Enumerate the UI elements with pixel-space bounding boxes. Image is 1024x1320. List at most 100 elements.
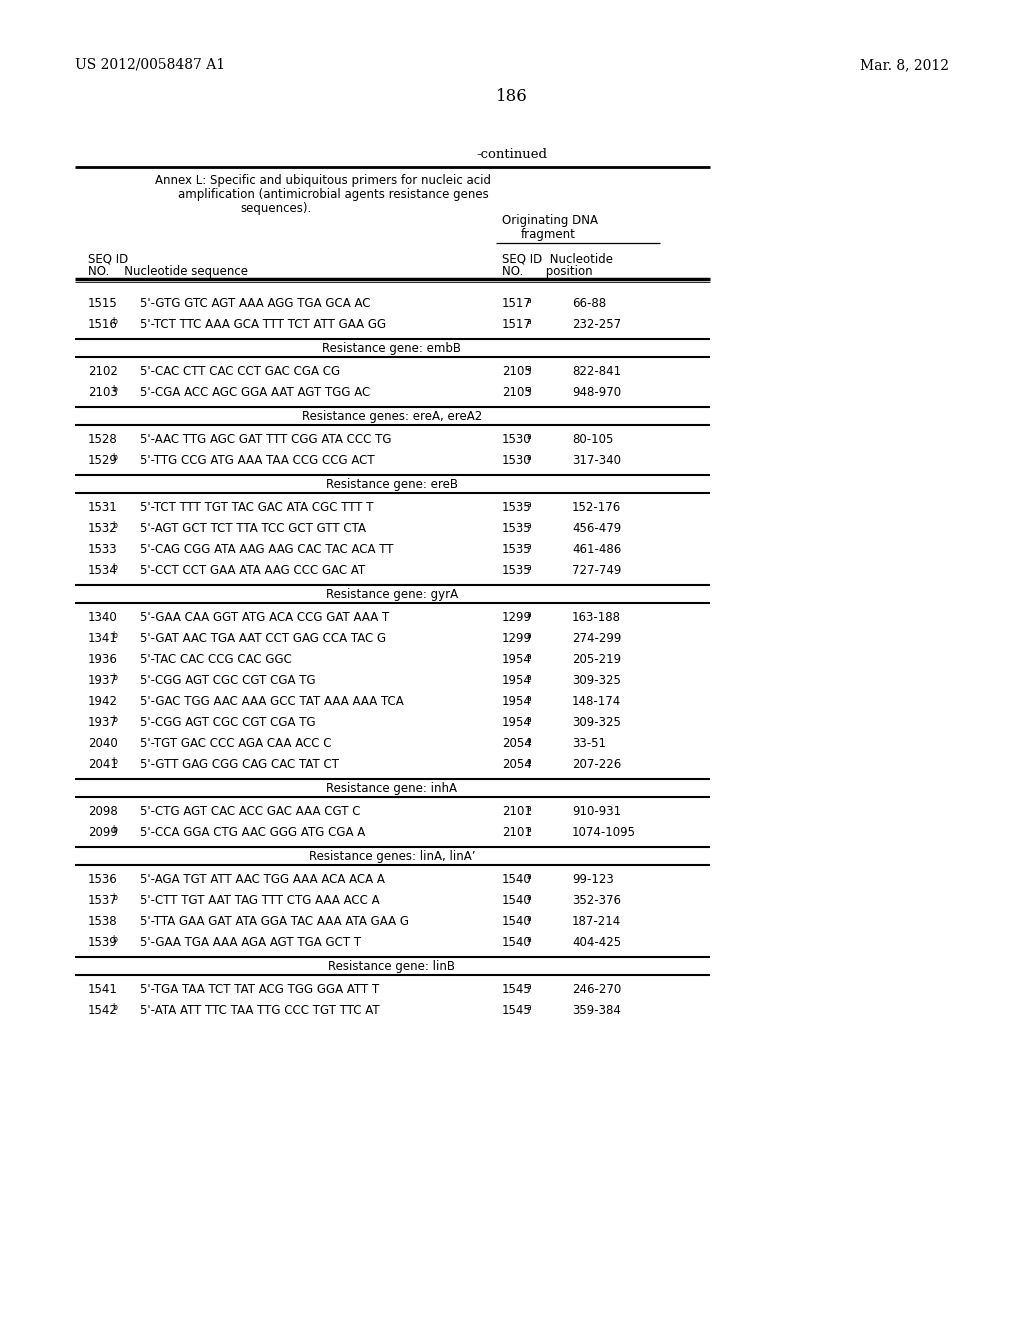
Text: 5'-AGT GCT TCT TTA TCC GCT GTT CTA: 5'-AGT GCT TCT TTA TCC GCT GTT CTA [140,521,366,535]
Text: 1545: 1545 [502,983,531,997]
Text: 1531: 1531 [88,502,118,513]
Text: 1540: 1540 [502,915,531,928]
Text: 5'-TGA TAA TCT TAT ACG TGG GGA ATT T: 5'-TGA TAA TCT TAT ACG TGG GGA ATT T [140,983,379,997]
Text: Resistance genes: ereA, ereA2: Resistance genes: ereA, ereA2 [302,411,482,422]
Text: 66-88: 66-88 [572,297,606,310]
Text: 5'-GAC TGG AAC AAA GCC TAT AAA AAA TCA: 5'-GAC TGG AAC AAA GCC TAT AAA AAA TCA [140,696,403,708]
Text: 33-51: 33-51 [572,737,606,750]
Text: Resistance genes: linA, linA’: Resistance genes: linA, linA’ [309,850,475,863]
Text: 1517: 1517 [502,318,531,331]
Text: a: a [526,715,531,723]
Text: SEQ ID  Nucleotide: SEQ ID Nucleotide [502,252,613,265]
Text: a: a [526,825,531,834]
Text: 910-931: 910-931 [572,805,622,818]
Text: b: b [113,715,117,723]
Text: a: a [526,982,531,991]
Text: 1535: 1535 [502,543,531,556]
Text: 5'-GAA CAA GGT ATG ACA CCG GAT AAA T: 5'-GAA CAA GGT ATG ACA CCG GAT AAA T [140,611,389,624]
Text: 5'-GAA TGA AAA AGA AGT TGA GCT T: 5'-GAA TGA AAA AGA AGT TGA GCT T [140,936,361,949]
Text: 2040: 2040 [88,737,118,750]
Text: 1954: 1954 [502,675,531,686]
Text: Originating DNA: Originating DNA [502,214,598,227]
Text: 1535: 1535 [502,564,531,577]
Text: 352-376: 352-376 [572,894,621,907]
Text: b: b [113,564,117,572]
Text: a: a [526,610,531,619]
Text: a: a [526,317,531,326]
Text: 186: 186 [496,88,528,106]
Text: 1530: 1530 [502,454,531,467]
Text: 1538: 1538 [88,915,118,928]
Text: 727-749: 727-749 [572,564,622,577]
Text: 1541: 1541 [88,983,118,997]
Text: 5'-AGA TGT ATT AAC TGG AAA ACA ACA A: 5'-AGA TGT ATT AAC TGG AAA ACA ACA A [140,873,385,886]
Text: a: a [526,652,531,661]
Text: 1954: 1954 [502,715,531,729]
Text: 317-340: 317-340 [572,454,621,467]
Text: 163-188: 163-188 [572,611,621,624]
Text: 5'-GTT GAG CGG CAG CAC TAT CT: 5'-GTT GAG CGG CAG CAC TAT CT [140,758,339,771]
Text: 404-425: 404-425 [572,936,622,949]
Text: a: a [526,804,531,813]
Text: 5'-CTT TGT AAT TAG TTT CTG AAA ACC A: 5'-CTT TGT AAT TAG TTT CTG AAA ACC A [140,894,380,907]
Text: 5'-CAG CGG ATA AAG AAG CAC TAC ACA TT: 5'-CAG CGG ATA AAG AAG CAC TAC ACA TT [140,543,393,556]
Text: 5'-ATA ATT TTC TAA TTG CCC TGT TTC AT: 5'-ATA ATT TTC TAA TTG CCC TGT TTC AT [140,1005,380,1016]
Text: 2054: 2054 [502,737,531,750]
Text: Resistance gene: inhA: Resistance gene: inhA [327,781,458,795]
Text: 1537: 1537 [88,894,118,907]
Text: SEQ ID: SEQ ID [88,252,128,265]
Text: NO.    Nucleotide sequence: NO. Nucleotide sequence [88,265,248,279]
Text: 1299: 1299 [502,632,532,645]
Text: 1937: 1937 [88,675,118,686]
Text: Resistance gene: ereB: Resistance gene: ereB [326,478,458,491]
Text: Mar. 8, 2012: Mar. 8, 2012 [860,58,949,73]
Text: 1340: 1340 [88,611,118,624]
Text: 5'-CCT CCT GAA ATA AAG CCC GAC AT: 5'-CCT CCT GAA ATA AAG CCC GAC AT [140,564,366,577]
Text: 5'-TTG CCG ATG AAA TAA CCG CCG ACT: 5'-TTG CCG ATG AAA TAA CCG CCG ACT [140,454,375,467]
Text: 1540: 1540 [502,894,531,907]
Text: Resistance gene: embB: Resistance gene: embB [323,342,462,355]
Text: 2054: 2054 [502,758,531,771]
Text: 1539: 1539 [88,936,118,949]
Text: 1517: 1517 [502,297,531,310]
Text: 1540: 1540 [502,873,531,886]
Text: 359-384: 359-384 [572,1005,621,1016]
Text: US 2012/0058487 A1: US 2012/0058487 A1 [75,58,225,73]
Text: 5'-TCT TTC AAA GCA TTT TCT ATT GAA GG: 5'-TCT TTC AAA GCA TTT TCT ATT GAA GG [140,318,386,331]
Text: a: a [526,500,531,510]
Text: 2103: 2103 [88,385,118,399]
Text: b: b [113,317,117,326]
Text: 2098: 2098 [88,805,118,818]
Text: a: a [526,694,531,704]
Text: 5'-GAT AAC TGA AAT CCT GAG CCA TAC G: 5'-GAT AAC TGA AAT CCT GAG CCA TAC G [140,632,386,645]
Text: 5'-TAC CAC CCG CAC GGC: 5'-TAC CAC CCG CAC GGC [140,653,292,667]
Text: 2105: 2105 [502,385,531,399]
Text: NO.      position: NO. position [502,265,593,279]
Text: 5'-TTA GAA GAT ATA GGA TAC AAA ATA GAA G: 5'-TTA GAA GAT ATA GGA TAC AAA ATA GAA G [140,915,409,928]
Text: a: a [526,631,531,640]
Text: 5'-GTG GTC AGT AAA AGG TGA GCA AC: 5'-GTG GTC AGT AAA AGG TGA GCA AC [140,297,371,310]
Text: 187-214: 187-214 [572,915,622,928]
Text: a: a [526,385,531,393]
Text: a: a [526,296,531,305]
Text: 1954: 1954 [502,696,531,708]
Text: 948-970: 948-970 [572,385,622,399]
Text: amplification (antimicrobial agents resistance genes: amplification (antimicrobial agents resi… [178,187,488,201]
Text: 5'-CTG AGT CAC ACC GAC AAA CGT C: 5'-CTG AGT CAC ACC GAC AAA CGT C [140,805,360,818]
Text: 5'-CGG AGT CGC CGT CGA TG: 5'-CGG AGT CGC CGT CGA TG [140,675,315,686]
Text: 5'-CGA ACC AGC GGA AAT AGT TGG AC: 5'-CGA ACC AGC GGA AAT AGT TGG AC [140,385,371,399]
Text: 274-299: 274-299 [572,632,622,645]
Text: a: a [526,873,531,880]
Text: Resistance gene: linB: Resistance gene: linB [329,960,456,973]
Text: 1516: 1516 [88,318,118,331]
Text: 1954: 1954 [502,653,531,667]
Text: 1532: 1532 [88,521,118,535]
Text: 99-123: 99-123 [572,873,613,886]
Text: 309-325: 309-325 [572,715,621,729]
Text: a: a [526,564,531,572]
Text: 2041: 2041 [88,758,118,771]
Text: a: a [526,432,531,441]
Text: 2101: 2101 [502,805,531,818]
Text: b: b [113,453,117,462]
Text: b: b [113,385,117,393]
